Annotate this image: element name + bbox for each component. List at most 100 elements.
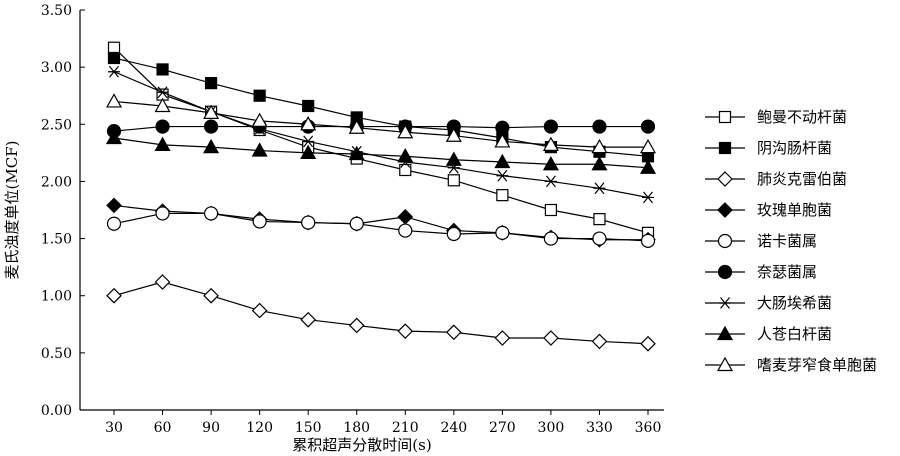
y-tick-label: 3.50 <box>41 3 72 19</box>
data-point <box>203 119 219 134</box>
data-point <box>639 159 657 174</box>
legend-marker <box>717 233 733 249</box>
data-point <box>348 145 365 161</box>
data-point <box>495 120 510 135</box>
y-tick-label: 1.00 <box>41 289 72 305</box>
series-line <box>113 71 649 199</box>
axes-layer <box>79 10 664 411</box>
legend: 鲍曼不动杆菌阴沟肠杆菌肺炎克雷伯菌玫瑰单胞菌诺卡菌属奈瑟菌属大肠埃希菌人苍白杆菌… <box>705 108 877 374</box>
data-point <box>397 148 414 163</box>
data-point <box>300 116 317 131</box>
data-point <box>397 209 414 225</box>
data-point <box>544 203 558 217</box>
y-axis-title: 麦氏浊度单位(MCF) <box>3 141 21 280</box>
data-point <box>302 99 315 113</box>
data-point <box>639 138 657 154</box>
x-axis-ticks: 30 60 90 120 150 180 210 240 270 300 330 360 <box>105 410 661 436</box>
legend-label: 肺炎克雷伯菌 <box>757 170 847 188</box>
series-line <box>113 57 649 157</box>
data-point <box>445 127 462 142</box>
y-tick-label: 2.50 <box>41 117 72 133</box>
series-line <box>113 47 649 234</box>
data-point <box>349 216 364 231</box>
series-line <box>113 281 649 345</box>
data-point <box>203 206 219 221</box>
data-point <box>106 216 122 231</box>
series-line <box>113 212 649 242</box>
series-layer <box>105 41 657 352</box>
data-point <box>300 144 317 159</box>
data-point <box>397 124 414 139</box>
legend-item: 诺卡菌属 <box>705 232 817 250</box>
legend-item: 嗜麦芽窄食单胞菌 <box>705 356 877 374</box>
data-point <box>496 189 509 202</box>
data-point <box>591 156 608 171</box>
legend-marker <box>719 297 731 309</box>
data-point <box>445 324 462 341</box>
data-point <box>593 182 606 195</box>
data-point <box>154 274 171 290</box>
legend-label: 奈瑟菌属 <box>757 263 817 281</box>
legend-item: 大肠埃希菌 <box>705 294 832 312</box>
data-point <box>251 142 268 157</box>
y-tick-label: 0.50 <box>41 346 72 362</box>
series-line <box>113 125 648 132</box>
y-axis-ticks: 0.00 0.50 1.00 1.50 2.00 2.50 3.00 3.50 <box>41 3 85 419</box>
data-point <box>496 169 509 182</box>
data-point <box>399 163 412 177</box>
data-point <box>107 41 121 54</box>
data-point <box>156 86 169 99</box>
legend-marker <box>716 356 734 372</box>
data-point <box>251 112 268 127</box>
series-3 <box>106 274 656 352</box>
legend-marker <box>717 202 733 218</box>
data-point <box>154 97 171 113</box>
data-point <box>106 287 122 304</box>
x-tick-label: 270 <box>489 420 516 436</box>
legend-item: 玫瑰单胞菌 <box>705 201 832 219</box>
data-point <box>398 223 413 238</box>
series-line <box>113 204 648 241</box>
data-point <box>543 119 559 134</box>
data-point <box>302 135 315 148</box>
x-tick-label: 240 <box>440 420 467 436</box>
data-point <box>591 138 608 154</box>
legend-label: 诺卡菌属 <box>757 232 817 250</box>
legend-label: 玫瑰单胞菌 <box>757 201 832 219</box>
data-point <box>155 206 170 221</box>
x-tick-label: 180 <box>343 420 370 436</box>
data-point <box>348 119 365 134</box>
legend-label: 鲍曼不动杆菌 <box>757 108 847 126</box>
legend-label: 大肠埃希菌 <box>757 294 832 312</box>
series-line <box>113 100 648 148</box>
data-point <box>203 287 219 304</box>
data-point <box>105 129 123 145</box>
series-4 <box>106 197 656 248</box>
data-point <box>593 213 606 226</box>
data-point <box>544 175 557 188</box>
data-point <box>640 119 656 134</box>
x-tick-label: 60 <box>154 420 172 436</box>
legend-marker <box>718 141 732 155</box>
data-point <box>348 317 365 334</box>
data-point <box>591 333 608 350</box>
data-point <box>203 104 220 119</box>
data-point <box>495 225 510 240</box>
data-point <box>154 136 171 151</box>
legend-label: 嗜麦芽窄食单胞菌 <box>757 356 877 374</box>
series-7 <box>108 65 654 204</box>
data-point <box>592 119 607 134</box>
data-point <box>397 323 414 339</box>
x-tick-label: 90 <box>202 420 220 436</box>
data-point <box>204 77 218 90</box>
x-axis-title: 累积超声分散时间(s) <box>292 436 431 454</box>
data-point <box>445 151 462 166</box>
series-9 <box>105 93 657 154</box>
x-tick-label: 300 <box>538 420 565 436</box>
data-point <box>156 63 169 76</box>
x-tick-label: 150 <box>295 420 322 436</box>
data-point <box>494 133 511 148</box>
data-point <box>543 330 559 346</box>
